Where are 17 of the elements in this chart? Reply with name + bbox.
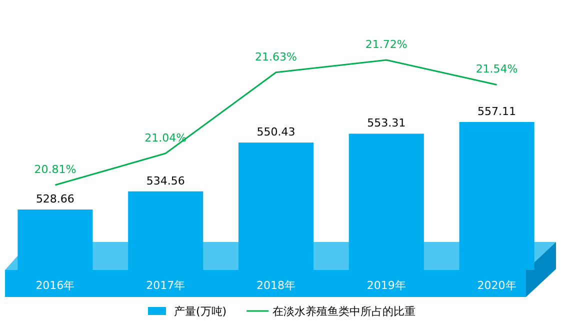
data-label: 534.56 xyxy=(146,174,185,188)
x-tick-label: 2020年 xyxy=(477,279,516,292)
x-tick-label: 2017年 xyxy=(146,279,186,292)
data-label: 21.04% xyxy=(144,131,187,144)
data-label: 21.72% xyxy=(365,38,408,51)
x-tick-label: 2018年 xyxy=(256,279,296,292)
data-label: 21.63% xyxy=(255,50,297,64)
x-tick-label: 2016年 xyxy=(36,279,75,292)
data-label: 557.11 xyxy=(478,105,516,118)
data-label: 528.66 xyxy=(36,192,74,206)
data-label: 20.81% xyxy=(34,163,76,176)
legend-label: 产量(万吨) xyxy=(174,305,227,318)
data-label: 553.31 xyxy=(367,116,406,130)
x-tick-label: 2019年 xyxy=(366,279,406,292)
legend-label: 在淡水养殖鱼类中所占的比重 xyxy=(272,305,416,318)
data-label: 21.54% xyxy=(476,62,518,76)
data-label: 550.43 xyxy=(256,126,296,139)
